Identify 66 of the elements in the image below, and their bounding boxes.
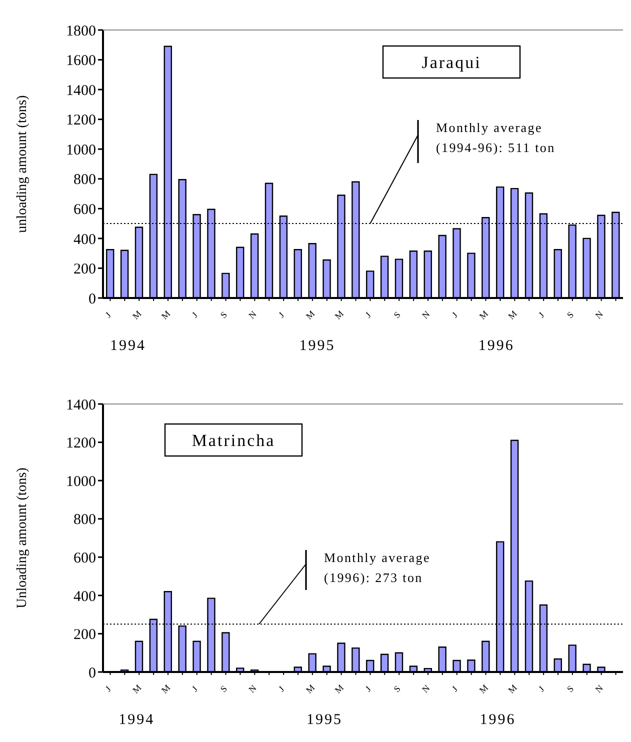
y-tick-label: 1200 <box>66 112 96 129</box>
x-tick-label: N <box>420 682 432 695</box>
y-axis-title: Unloading amount (tons) <box>15 467 30 608</box>
y-tick-label: 1800 <box>66 23 96 40</box>
x-tick-label: N <box>420 308 432 321</box>
x-tick-label: M <box>130 682 144 696</box>
x-tick-label: J <box>190 310 200 320</box>
x-tick-label: J <box>536 684 547 694</box>
y-tick-label: 1000 <box>66 474 96 490</box>
text: 1996 <box>480 712 516 728</box>
x-tick-label: N <box>246 308 259 321</box>
annotation: Monthly average (1994-96): 511 ton <box>436 120 556 155</box>
y-tick-label: 400 <box>74 232 96 248</box>
x-tick-label: M <box>160 308 172 322</box>
x-tick-label: M <box>304 308 317 322</box>
x-tick-label: J <box>450 310 460 320</box>
text: 1996 <box>478 338 514 354</box>
text: 1995 <box>306 712 342 728</box>
x-tick-label: J <box>276 310 287 320</box>
y-tick-label: 0 <box>88 291 96 308</box>
y-tick-label: 200 <box>74 262 96 278</box>
y-tick-label: 1400 <box>66 397 96 414</box>
y-tick-label: 800 <box>74 172 96 188</box>
x-tick-label: S <box>565 310 576 320</box>
y-tick-label: 1600 <box>66 53 96 70</box>
x-tick-label: M <box>477 308 490 322</box>
x-tick-label: M <box>332 308 346 322</box>
x-tick-label: M <box>304 682 317 696</box>
x-tick-label: M <box>332 682 346 696</box>
text: 1995 <box>299 338 336 354</box>
annotation: Monthly average (1996): 273 ton <box>324 550 430 585</box>
x-tick-label: N <box>593 308 606 321</box>
y-axis-title: unloading amount (tons) <box>15 94 30 233</box>
text: Jaraqui <box>422 53 482 72</box>
x-tick-label: M <box>160 682 172 696</box>
y-tick-label: 1200 <box>66 436 96 452</box>
y-tick-label: 1000 <box>66 142 96 158</box>
x-tick-label: M <box>477 682 490 696</box>
y-tick-label: 400 <box>74 588 96 605</box>
x-tick-label: M <box>506 682 519 696</box>
x-tick-label: J <box>536 310 547 320</box>
x-tick-label: S <box>392 684 402 694</box>
x-tick-label: J <box>103 684 114 694</box>
x-tick-label: S <box>218 684 229 694</box>
x-tick-label: J <box>363 684 374 694</box>
x-tick-label: J <box>190 684 200 694</box>
x-tick-label: N <box>246 682 259 695</box>
x-tick-label: J <box>363 310 374 320</box>
x-tick-label: M <box>130 308 144 322</box>
x-tick-label: J <box>450 684 460 694</box>
text: 1994 <box>110 338 146 354</box>
y-tick-label: 1400 <box>66 82 96 99</box>
y-tick-label: 200 <box>74 627 96 644</box>
x-tick-label: M <box>506 308 519 322</box>
x-tick-label: J <box>276 684 287 694</box>
x-tick-label: N <box>593 682 606 695</box>
x-tick-label: S <box>565 684 576 694</box>
y-tick-label: 800 <box>74 512 96 528</box>
y-tick-label: 600 <box>74 550 96 566</box>
y-tick-label: 600 <box>74 202 96 218</box>
text: Matrincha <box>192 431 276 450</box>
y-tick-label: 0 <box>88 665 96 682</box>
x-tick-label: S <box>218 310 229 320</box>
x-tick-label: J <box>103 310 114 320</box>
x-tick-label: S <box>392 310 402 320</box>
text: 1994 <box>118 712 155 728</box>
